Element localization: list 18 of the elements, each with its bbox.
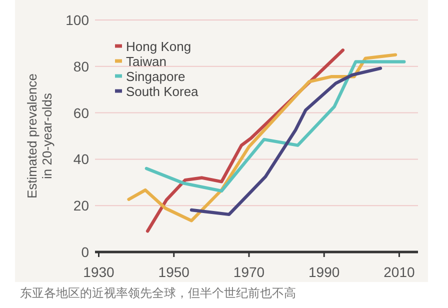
legend-label: Hong Kong	[126, 39, 192, 54]
x-tick-label: 1950	[158, 264, 190, 280]
legend-label: South Korea	[126, 84, 200, 99]
legend-label: Singapore	[126, 69, 186, 84]
y-tick-label: 20	[73, 198, 90, 214]
y-tick-label: 0	[81, 244, 90, 260]
x-tick-label: 1970	[233, 264, 265, 280]
y-tick-label: 40	[73, 151, 90, 168]
y-tick-label: 60	[73, 104, 90, 121]
x-tick-label: 1930	[83, 264, 115, 280]
x-tick-label: 1990	[308, 264, 340, 280]
line-series	[127, 53, 398, 222]
y-tick-label: 100	[66, 12, 90, 28]
y-axis-title: Estimated prevalence in 20-year-olds	[24, 73, 54, 199]
legend-label: Taiwan	[126, 54, 166, 69]
text: 东亚各地区的近视率领先全球，但半个世纪前也不高	[20, 286, 296, 300]
x-tick-label: 2010	[384, 264, 415, 280]
y-tick-label: 80	[73, 58, 90, 74]
